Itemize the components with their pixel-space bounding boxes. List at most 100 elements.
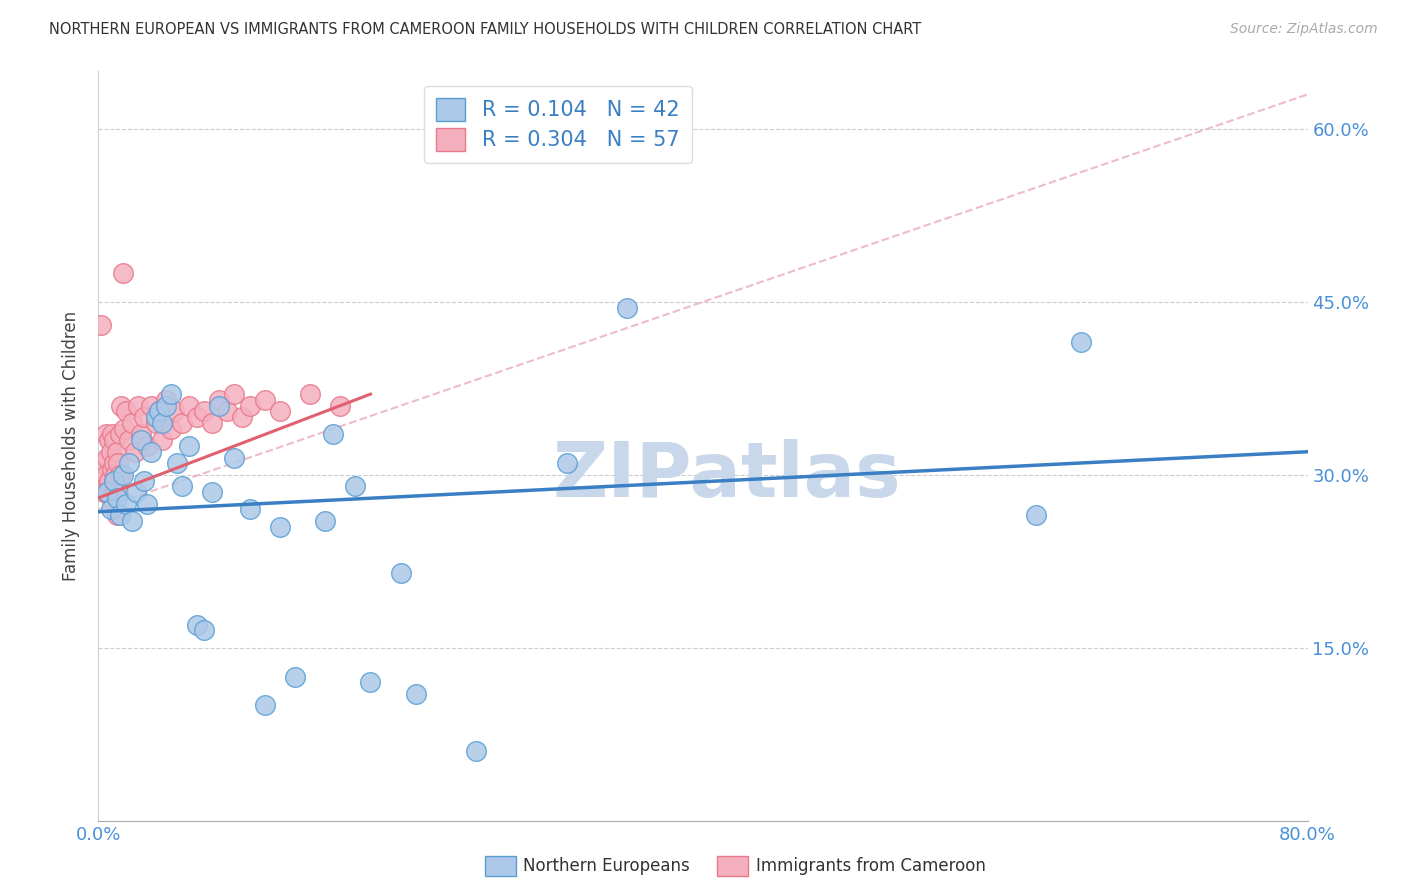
- Point: [141, 399, 163, 413]
- Point: [344, 479, 367, 493]
- Point: [155, 392, 177, 407]
- Point: [101, 427, 124, 442]
- Point: [100, 502, 122, 516]
- Point: [103, 434, 125, 448]
- Point: [104, 485, 127, 500]
- Point: [93, 456, 115, 470]
- Point: [555, 456, 578, 470]
- Point: [253, 392, 276, 407]
- Point: [114, 404, 136, 418]
- Point: [170, 416, 193, 430]
- Point: [148, 404, 170, 418]
- Point: [105, 444, 128, 458]
- Text: Immigrants from Cameroon: Immigrants from Cameroon: [756, 857, 986, 875]
- Point: [208, 399, 231, 413]
- Text: Source: ZipAtlas.com: Source: ZipAtlas.com: [1230, 22, 1378, 37]
- Point: [215, 404, 238, 418]
- Point: [145, 416, 167, 430]
- Point: [121, 514, 143, 528]
- Point: [150, 434, 173, 448]
- Legend: R = 0.104   N = 42, R = 0.304   N = 57: R = 0.104 N = 42, R = 0.304 N = 57: [423, 86, 692, 163]
- Point: [132, 474, 155, 488]
- Point: [322, 427, 344, 442]
- Point: [121, 416, 143, 430]
- Point: [125, 485, 148, 500]
- Point: [224, 450, 246, 465]
- Point: [170, 479, 193, 493]
- Point: [150, 416, 173, 430]
- Point: [108, 508, 131, 523]
- Point: [329, 399, 352, 413]
- Point: [193, 404, 215, 418]
- Point: [105, 508, 128, 523]
- Y-axis label: Family Households with Children: Family Households with Children: [62, 311, 80, 581]
- Point: [90, 318, 112, 332]
- Point: [124, 444, 146, 458]
- Point: [132, 410, 155, 425]
- Point: [389, 566, 412, 580]
- Point: [107, 485, 129, 500]
- Point: [118, 434, 141, 448]
- Point: [135, 497, 157, 511]
- Point: [239, 502, 262, 516]
- Point: [1024, 508, 1046, 523]
- Point: [239, 399, 262, 413]
- Point: [179, 399, 201, 413]
- Point: [96, 450, 118, 465]
- Point: [129, 434, 152, 448]
- Point: [91, 474, 114, 488]
- Point: [111, 266, 134, 280]
- Point: [112, 422, 135, 436]
- Point: [269, 404, 291, 418]
- Point: [201, 485, 224, 500]
- Point: [118, 456, 141, 470]
- Point: [179, 439, 201, 453]
- Point: [224, 387, 246, 401]
- Point: [186, 617, 208, 632]
- Point: [299, 387, 322, 401]
- Point: [96, 485, 118, 500]
- Point: [405, 687, 427, 701]
- Point: [314, 514, 336, 528]
- Point: [101, 462, 124, 476]
- Point: [114, 497, 136, 511]
- Point: [103, 474, 125, 488]
- Point: [94, 427, 117, 442]
- Text: ZIPatlas: ZIPatlas: [553, 439, 901, 513]
- Point: [127, 399, 149, 413]
- Point: [163, 404, 186, 418]
- Point: [166, 456, 188, 470]
- Point: [160, 387, 183, 401]
- Point: [100, 444, 122, 458]
- Point: [104, 467, 127, 482]
- Point: [108, 427, 131, 442]
- Point: [193, 624, 215, 638]
- Point: [135, 439, 157, 453]
- Point: [110, 399, 132, 413]
- Point: [201, 416, 224, 430]
- Point: [103, 456, 125, 470]
- Point: [107, 456, 129, 470]
- Point: [93, 485, 115, 500]
- Point: [98, 474, 121, 488]
- Point: [231, 410, 253, 425]
- Point: [160, 422, 183, 436]
- Point: [145, 410, 167, 425]
- Point: [111, 467, 134, 482]
- Point: [1070, 335, 1092, 350]
- Point: [616, 301, 638, 315]
- Point: [105, 491, 128, 505]
- Point: [96, 485, 118, 500]
- Point: [148, 404, 170, 418]
- Text: Northern Europeans: Northern Europeans: [523, 857, 690, 875]
- Point: [98, 434, 121, 448]
- Point: [129, 427, 152, 442]
- Point: [108, 467, 131, 482]
- Point: [155, 399, 177, 413]
- Point: [208, 392, 231, 407]
- Point: [253, 698, 276, 713]
- Point: [269, 519, 291, 533]
- Point: [465, 744, 488, 758]
- Point: [100, 491, 122, 505]
- Point: [141, 444, 163, 458]
